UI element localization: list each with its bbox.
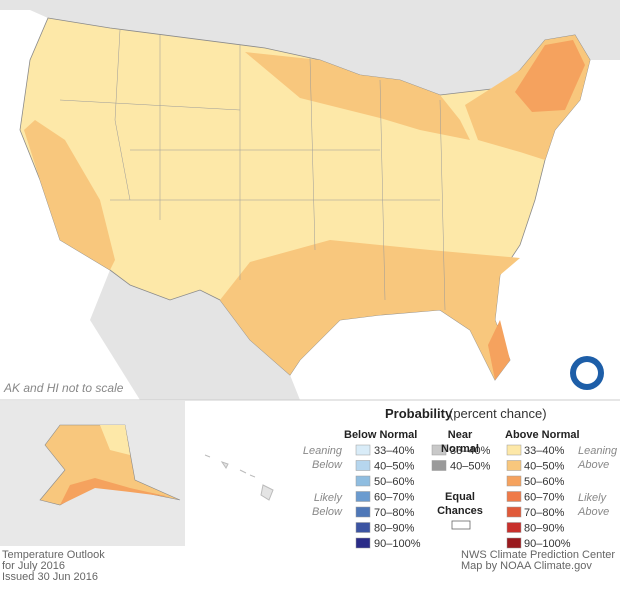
noaa-logo-inner xyxy=(576,362,598,384)
legend-subtitle: (percent chance) xyxy=(449,406,547,421)
swatch-label: 60–70% xyxy=(374,492,415,504)
alaska-north xyxy=(100,425,130,455)
likely-label: Above xyxy=(577,506,609,518)
footer-right: NWS Climate Prediction Center xyxy=(461,549,615,561)
florida-zone xyxy=(488,320,510,380)
canada xyxy=(0,0,620,95)
footer-left: Issued 30 Jun 2016 xyxy=(2,571,98,583)
likely-label: Likely xyxy=(578,492,608,504)
swatch xyxy=(506,460,522,471)
swatch xyxy=(506,537,522,549)
swatch-label: 33–40% xyxy=(374,445,415,457)
swatch xyxy=(506,522,522,533)
new-england-zone xyxy=(515,40,585,112)
great-lakes-zone xyxy=(245,52,470,140)
map-note: AK and HI not to scale xyxy=(3,381,124,395)
swatch-label: 60–70% xyxy=(524,492,565,504)
equal-title: Equal xyxy=(445,491,475,503)
swatch xyxy=(355,444,371,456)
south-zone xyxy=(220,240,520,380)
swatch xyxy=(431,460,447,471)
swatch-label: 40–50% xyxy=(374,461,415,473)
swatch-label: 40–50% xyxy=(524,461,565,473)
equal-title: Chances xyxy=(437,505,483,517)
swatch-label: 33–40% xyxy=(524,445,565,457)
state-borders xyxy=(59,29,446,311)
swatch-label: 50–60% xyxy=(524,476,565,488)
above-title: Above Normal xyxy=(505,429,580,441)
near-title: Near xyxy=(448,429,473,441)
swatch xyxy=(355,491,371,502)
legend: 33–40% 40–50% 50–60% 60–70% 70–80% 80–90% 90–1… xyxy=(303,429,618,550)
footer-left: Temperature Outlook xyxy=(2,549,105,561)
mexico xyxy=(90,270,300,400)
swatch xyxy=(451,520,471,530)
swatch xyxy=(431,444,447,456)
leaning-label: Leaning xyxy=(303,445,343,457)
swatch-label: 70–80% xyxy=(374,507,415,519)
swatch xyxy=(506,444,522,456)
leaning-label: Below xyxy=(312,459,343,471)
hawaii-panel xyxy=(186,401,297,546)
swatch-label: 90–100% xyxy=(524,538,571,550)
swatch-label: 40–50% xyxy=(450,461,491,473)
swatch xyxy=(355,460,371,471)
swatch xyxy=(506,491,522,502)
swatch-label: 50–60% xyxy=(374,476,415,488)
swatch xyxy=(355,475,371,487)
swatch xyxy=(355,537,371,549)
near-title: Normal xyxy=(441,443,479,455)
hawaii xyxy=(204,454,274,501)
likely-label: Likely xyxy=(314,492,344,504)
swatch xyxy=(355,522,371,533)
swatch-label: 80–90% xyxy=(374,523,415,535)
legend-title: Probability xyxy=(385,406,453,421)
swatch xyxy=(506,506,522,518)
footer-left: for July 2016 xyxy=(2,560,65,572)
swatch-label: 80–90% xyxy=(524,523,565,535)
swatch xyxy=(355,506,371,518)
swatch-label: 90–100% xyxy=(374,538,421,550)
west-coast-zone xyxy=(24,120,115,270)
swatch-label: 70–80% xyxy=(524,507,565,519)
leaning-label: Above xyxy=(577,459,609,471)
footer-right: Map by NOAA Climate.gov xyxy=(461,560,592,572)
leaning-label: Leaning xyxy=(578,445,618,457)
below-title: Below Normal xyxy=(344,429,417,441)
swatch-label: 33–40% xyxy=(450,445,491,457)
likely-label: Below xyxy=(312,506,343,518)
swatch xyxy=(506,475,522,487)
alaska-south xyxy=(60,478,170,505)
